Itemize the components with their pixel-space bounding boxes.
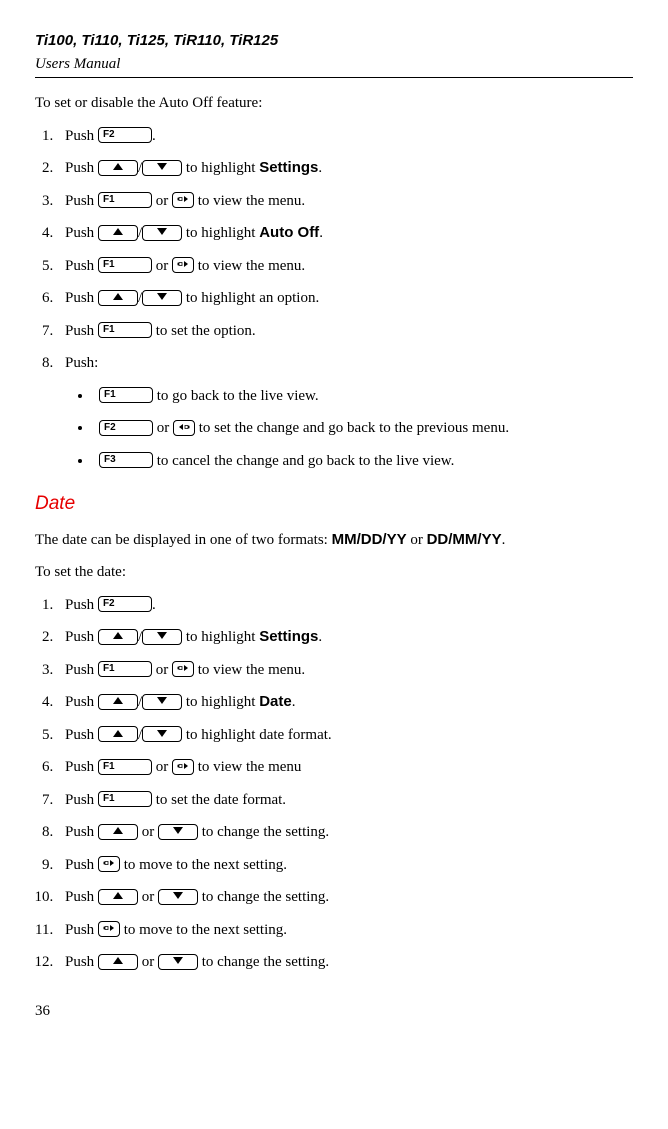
up-button <box>98 160 138 176</box>
f2-button: F2 <box>98 596 152 612</box>
doc-title: Ti100, Ti110, Ti125, TiR110, TiR125 <box>35 30 633 53</box>
down-button <box>142 290 182 306</box>
f1-button: F1 <box>98 257 152 273</box>
f1-button: F1 <box>98 322 152 338</box>
up-button <box>98 889 138 905</box>
up-button <box>98 954 138 970</box>
page-number: 36 <box>35 1000 633 1023</box>
step: Push or to change the setting. <box>57 951 633 974</box>
down-button <box>142 726 182 742</box>
steps-list-1: Push F2. Push / to highlight Settings. P… <box>35 125 633 473</box>
down-button <box>142 160 182 176</box>
bullet: F1 to go back to the live view. <box>93 385 633 408</box>
section-intro: To set or disable the Auto Off feature: <box>35 92 633 115</box>
step: Push to move to the next setting. <box>57 854 633 877</box>
bullet: F2 or to set the change and go back to t… <box>93 417 633 440</box>
step: Push or to change the setting. <box>57 821 633 844</box>
step: Push F1 to set the date format. <box>57 789 633 812</box>
up-button <box>98 694 138 710</box>
doc-subtitle: Users Manual <box>35 53 633 76</box>
up-button <box>98 824 138 840</box>
f1-button: F1 <box>98 661 152 677</box>
step: Push: F1 to go back to the live view. F2… <box>57 352 633 472</box>
bullet: F3 to cancel the change and go back to t… <box>93 450 633 473</box>
down-button <box>158 954 198 970</box>
f2-button: F2 <box>98 127 152 143</box>
f1-button: F1 <box>98 192 152 208</box>
step: Push F1 to set the option. <box>57 320 633 343</box>
down-button <box>158 824 198 840</box>
page-header: Ti100, Ti110, Ti125, TiR110, TiR125 User… <box>35 30 633 78</box>
step: Push F1 or to view the menu. <box>57 659 633 682</box>
step: Push / to highlight an option. <box>57 287 633 310</box>
step: Push / to highlight Date. <box>57 691 633 714</box>
left-hand-button <box>173 420 195 436</box>
f1-button: F1 <box>99 387 153 403</box>
step: Push F1 or to view the menu <box>57 756 633 779</box>
step: Push to move to the next setting. <box>57 919 633 942</box>
step: Push / to highlight date format. <box>57 724 633 747</box>
down-button <box>158 889 198 905</box>
right-hand-button <box>172 759 194 775</box>
up-button <box>98 726 138 742</box>
right-hand-button <box>172 661 194 677</box>
f2-button: F2 <box>99 420 153 436</box>
right-hand-button <box>98 921 120 937</box>
sub-bullets: F1 to go back to the live view. F2 or to… <box>65 385 633 473</box>
f1-button: F1 <box>98 759 152 775</box>
section-intro: The date can be displayed in one of two … <box>35 529 633 552</box>
step: Push / to highlight Auto Off. <box>57 222 633 245</box>
up-button <box>98 290 138 306</box>
up-button <box>98 629 138 645</box>
steps-list-2: Push F2. Push / to highlight Settings. P… <box>35 594 633 974</box>
down-button <box>142 694 182 710</box>
up-button <box>98 225 138 241</box>
down-button <box>142 629 182 645</box>
f1-button: F1 <box>98 791 152 807</box>
f3-button: F3 <box>99 452 153 468</box>
step: Push F2. <box>57 594 633 617</box>
step: Push F1 or to view the menu. <box>57 255 633 278</box>
right-hand-button <box>172 257 194 273</box>
right-hand-button <box>172 192 194 208</box>
right-hand-button <box>98 856 120 872</box>
down-button <box>142 225 182 241</box>
step: Push / to highlight Settings. <box>57 626 633 649</box>
step: Push F1 or to view the menu. <box>57 190 633 213</box>
section-title-date: Date <box>35 490 633 519</box>
step: Push or to change the setting. <box>57 886 633 909</box>
section-intro: To set the date: <box>35 561 633 584</box>
step: Push / to highlight Settings. <box>57 157 633 180</box>
step: Push F2. <box>57 125 633 148</box>
